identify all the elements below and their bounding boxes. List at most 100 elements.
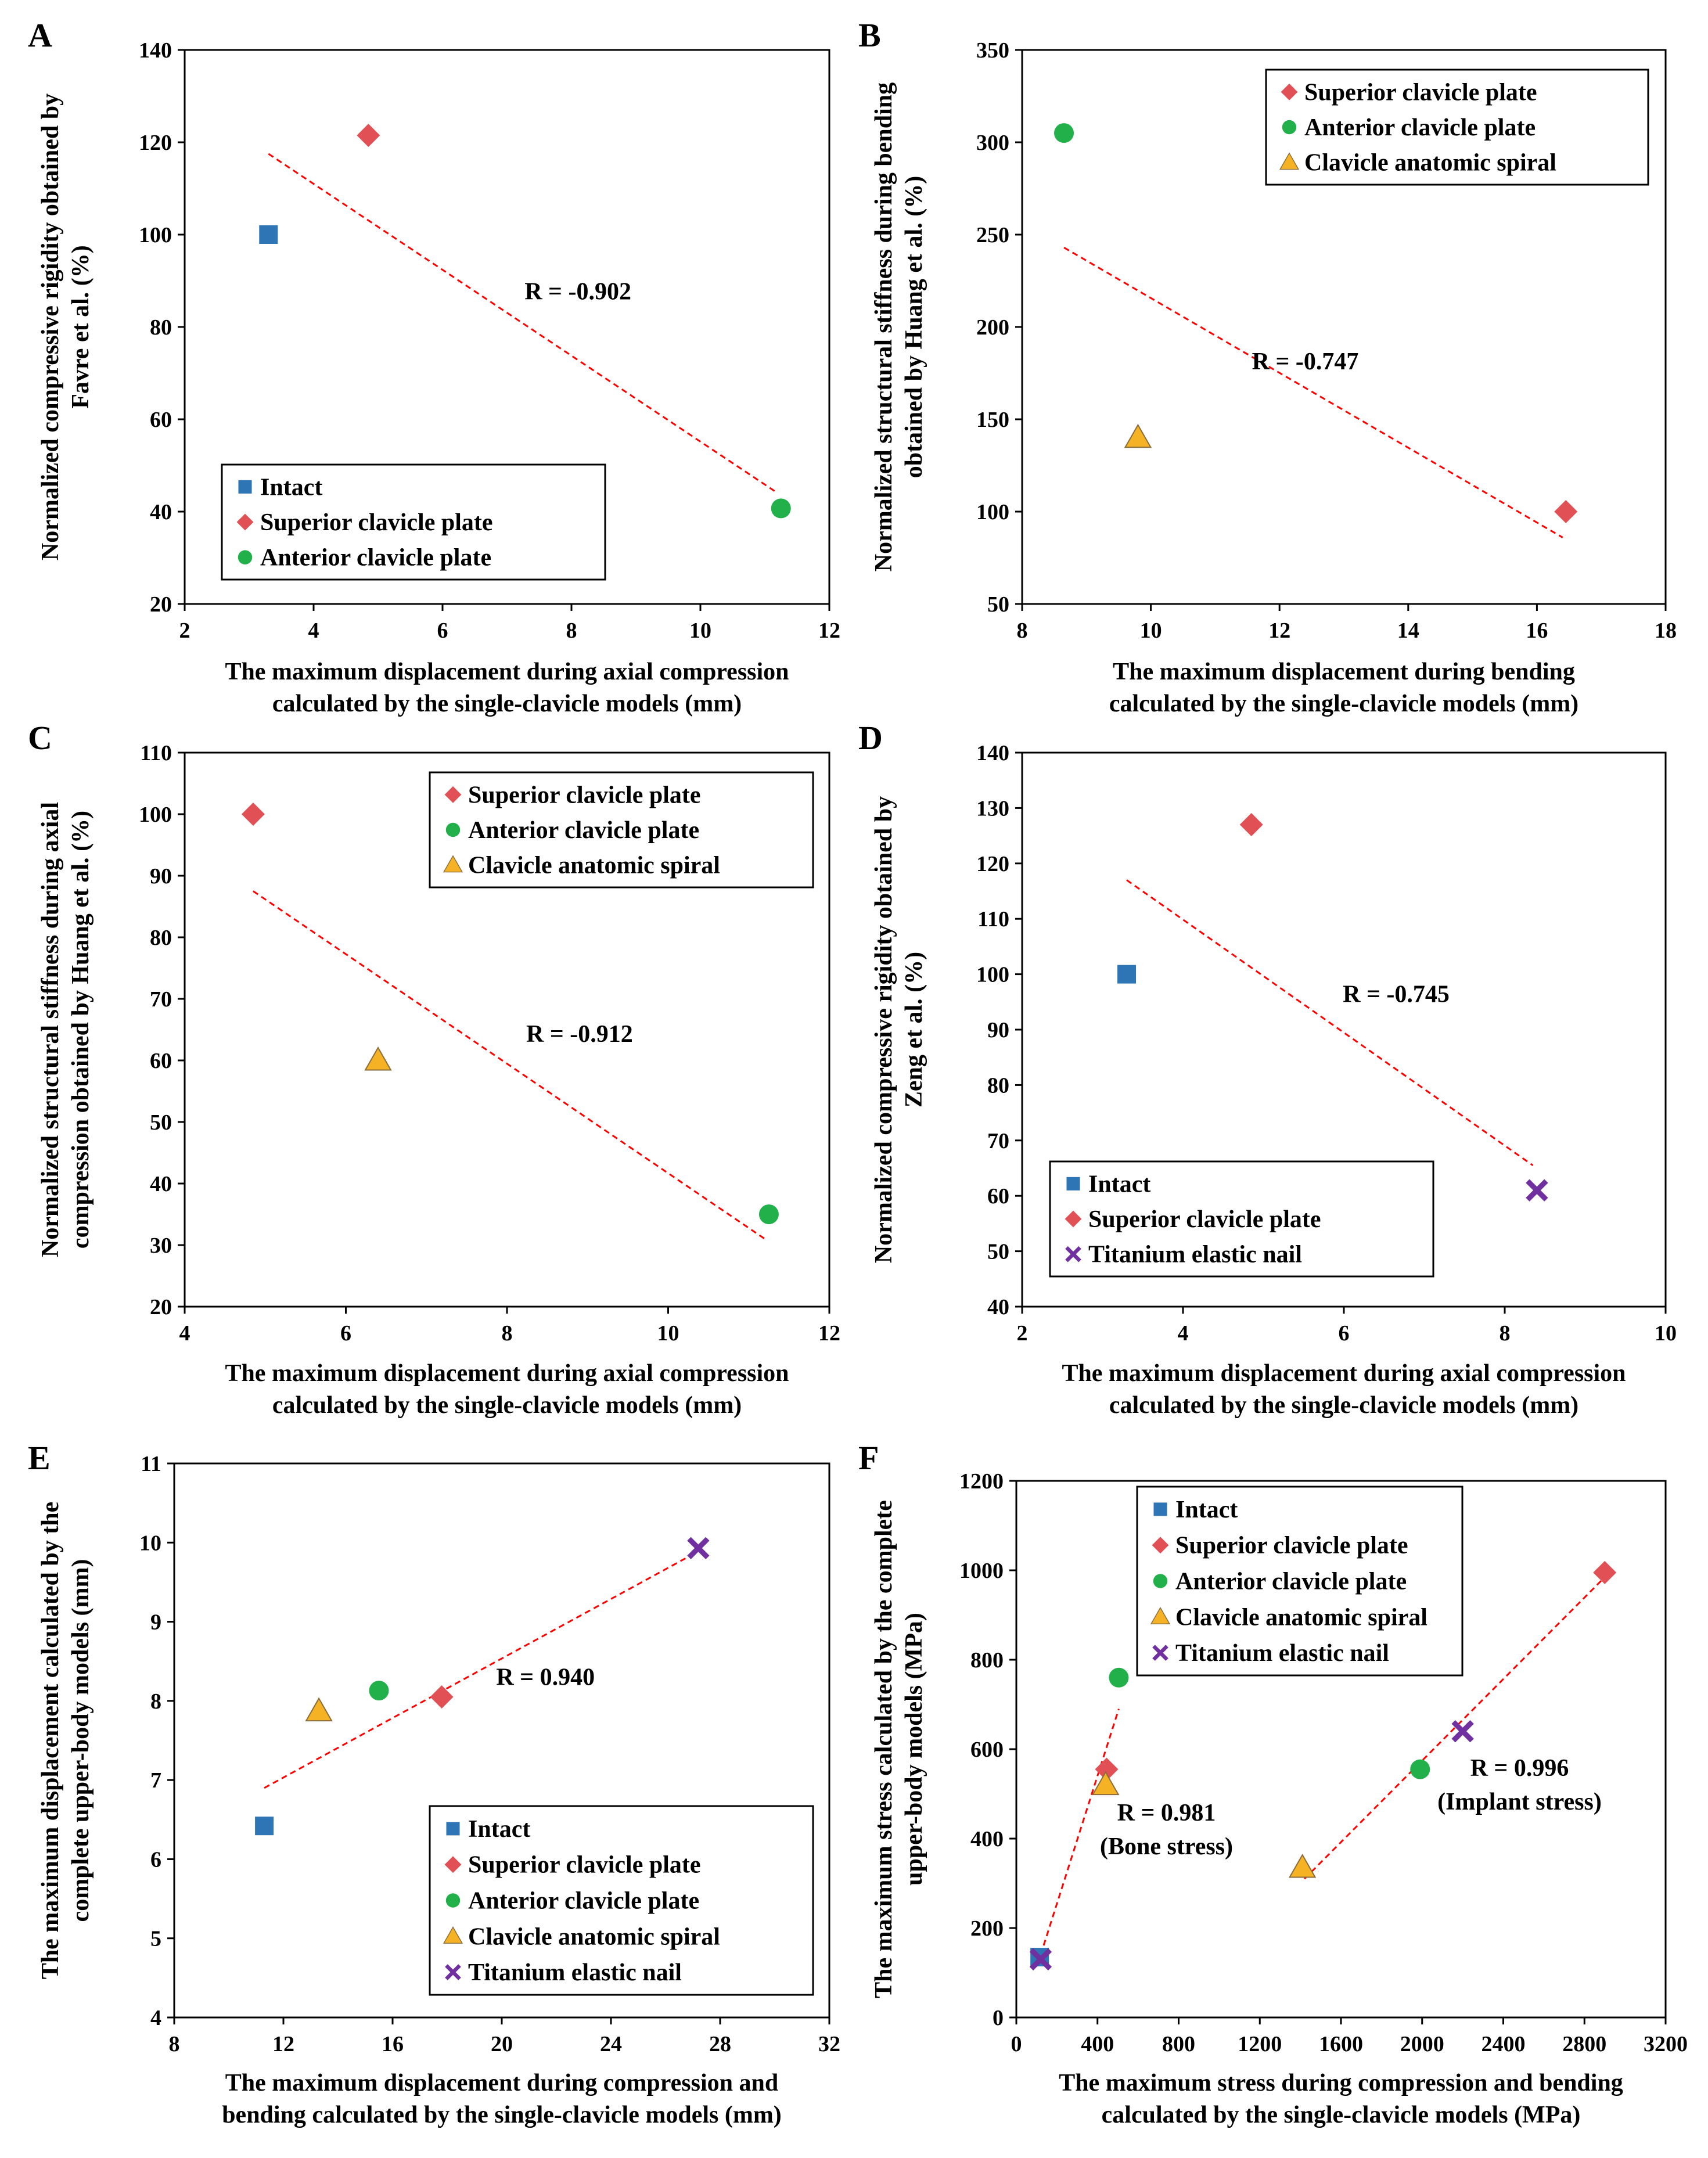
- point-titanium-elastic-nail: [1451, 1720, 1474, 1743]
- legend-box: [1136, 1486, 1464, 1677]
- x-tick-label: 3200: [1644, 2032, 1688, 2056]
- point-intact: [259, 225, 278, 244]
- panel-d: D 2 4 6 8 10 40 50 60 70 80 90 100 110 120 130 140 The ma…: [858, 719, 1677, 1419]
- legend-marker: [445, 1893, 461, 1908]
- x-axis-label: The maximum displacement during axial co…: [225, 1360, 789, 1387]
- y-tick-label: 200: [970, 1916, 1004, 1941]
- x-tick-label: 2: [1017, 1321, 1028, 1346]
- legend-marker-intact: [1153, 1502, 1167, 1516]
- x-axis-label: calculated by the single-clavicle models…: [1102, 2102, 1581, 2128]
- x-tick-label: 10: [1655, 1321, 1677, 1346]
- correlation-annotation: R = -0.902: [524, 278, 631, 305]
- y-tick-label: 100: [139, 803, 172, 827]
- legend-label: Anterior clavicle plate: [260, 545, 491, 571]
- legend-marker-intact: [1066, 1177, 1080, 1191]
- legend-marker-clavicle-anatomic-spiral: [1279, 152, 1300, 170]
- x-axis-label: calculated by the single-clavicle models…: [272, 690, 742, 717]
- legend-marker: [1152, 1645, 1168, 1661]
- correlation-annotation: R = 0.981: [1117, 1800, 1216, 1826]
- legend-marker-clavicle-anatomic-spiral: [1150, 1607, 1171, 1624]
- legend-marker: [443, 855, 463, 873]
- x-tick-label: 2800: [1562, 2032, 1606, 2056]
- legend-marker-anterior-clavicle-plate: [1282, 120, 1297, 135]
- y-tick-label: 80: [150, 926, 172, 950]
- y-tick-label: 20: [150, 592, 172, 617]
- x-axis-label: The maximum displacement during axial co…: [225, 659, 789, 685]
- legend-label: Superior clavicle plate: [1304, 79, 1537, 106]
- y-tick-label: 7: [150, 1768, 161, 1793]
- panel-letter: C: [28, 719, 52, 757]
- x-tick-label: 0: [1011, 2032, 1022, 2056]
- x-axis-label: The maximum displacement during bending: [1113, 659, 1575, 685]
- trendline: [1063, 246, 1563, 538]
- y-axis-label: Normalized structural stiffness during b…: [871, 82, 897, 571]
- legend-marker: [445, 822, 461, 837]
- trendline: [1304, 1578, 1603, 1880]
- panel-b: B 8 10 12 14 16 18 50 100 150 200 250 300 350 The maxi…: [858, 16, 1677, 717]
- trendline: [1040, 1709, 1120, 1955]
- legend-label: Clavicle anatomic spiral: [1304, 150, 1556, 177]
- point-intact: [255, 1817, 274, 1836]
- legend-label: Anterior clavicle plate: [468, 817, 699, 844]
- legend-marker-superior-clavicle-plate: [444, 1856, 462, 1873]
- legend-marker-anterior-clavicle-plate: [1153, 1574, 1168, 1588]
- y-axis-label: upper-body models (MPa): [901, 1613, 927, 1886]
- y-tick-label: 140: [139, 38, 172, 63]
- x-tick-label: 18: [1655, 618, 1677, 643]
- legend-marker: [1152, 1537, 1169, 1554]
- legend-label: Superior clavicle plate: [1175, 1533, 1408, 1559]
- legend-box: [429, 1805, 814, 1996]
- x-tick-label: 32: [818, 2032, 840, 2056]
- legend-marker: [238, 480, 252, 494]
- panel-letter: D: [858, 719, 883, 757]
- panel-c: C 4 6 8 10 12 20 30 40 50 60 70 80 90 100 110 The maximu…: [28, 719, 840, 1419]
- point-superior-clavicle-plate: [1095, 1757, 1119, 1781]
- x-tick-label: 4: [179, 1321, 190, 1346]
- point-anterior-clavicle-plate: [758, 1204, 779, 1224]
- legend-marker: [1282, 120, 1297, 135]
- legend-marker: [1066, 1177, 1080, 1191]
- panel-letter: B: [858, 16, 881, 54]
- legend-marker-titanium-elastic-nail: [445, 1964, 461, 1980]
- y-tick-label: 80: [987, 1073, 1009, 1098]
- x-tick-label: 14: [1397, 618, 1419, 643]
- legend-marker: [443, 1926, 463, 1944]
- trendline: [1126, 879, 1534, 1166]
- legend-marker-titanium-elastic-nail: [1065, 1246, 1081, 1263]
- legend-marker-superior-clavicle-plate: [1065, 1210, 1082, 1228]
- y-tick-label: 140: [976, 741, 1009, 765]
- y-axis-label: The maximum displacement calculated by t…: [37, 1502, 64, 1979]
- y-tick-label: 60: [987, 1184, 1009, 1209]
- y-tick-label: 4: [150, 2006, 161, 2030]
- y-tick-label: 50: [987, 1240, 1009, 1264]
- y-tick-label: 350: [976, 38, 1009, 63]
- legend-marker-intact: [238, 480, 252, 494]
- legend-label: Clavicle anatomic spiral: [468, 853, 720, 879]
- point-intact: [1117, 965, 1137, 984]
- y-axis-label: complete upper-body models (mm): [67, 1559, 94, 1922]
- legend-label: Superior clavicle plate: [468, 1852, 701, 1879]
- y-tick-label: 400: [970, 1827, 1004, 1851]
- x-tick-label: 12: [818, 618, 840, 643]
- legend-marker: [1065, 1210, 1082, 1228]
- y-tick-label: 0: [993, 2006, 1004, 2030]
- x-tick-label: 24: [600, 2032, 622, 2056]
- x-axis-label: The maximum stress during compression an…: [1059, 2070, 1623, 2096]
- legend-marker: [238, 550, 253, 564]
- y-tick-label: 40: [987, 1295, 1009, 1319]
- y-tick-label: 200: [976, 315, 1009, 340]
- correlation-annotation: R = -0.912: [526, 1021, 633, 1048]
- point-anterior-clavicle-plate: [771, 498, 791, 519]
- y-axis-label: Normalized structural stiffness during a…: [37, 802, 64, 1257]
- legend-marker-superior-clavicle-plate: [1152, 1537, 1169, 1554]
- y-tick-label: 100: [976, 500, 1009, 524]
- point-superior-clavicle-plate: [357, 124, 380, 148]
- x-tick-label: 1200: [1238, 2032, 1282, 2056]
- y-tick-label: 100: [139, 223, 172, 247]
- x-tick-label: 10: [689, 618, 711, 643]
- y-tick-label: 8: [150, 1689, 161, 1714]
- point-superior-clavicle-plate: [430, 1685, 454, 1709]
- x-tick-label: 16: [1526, 618, 1548, 643]
- point-clavicle-anatomic-spiral: [1288, 1854, 1317, 1878]
- y-tick-label: 50: [987, 592, 1009, 617]
